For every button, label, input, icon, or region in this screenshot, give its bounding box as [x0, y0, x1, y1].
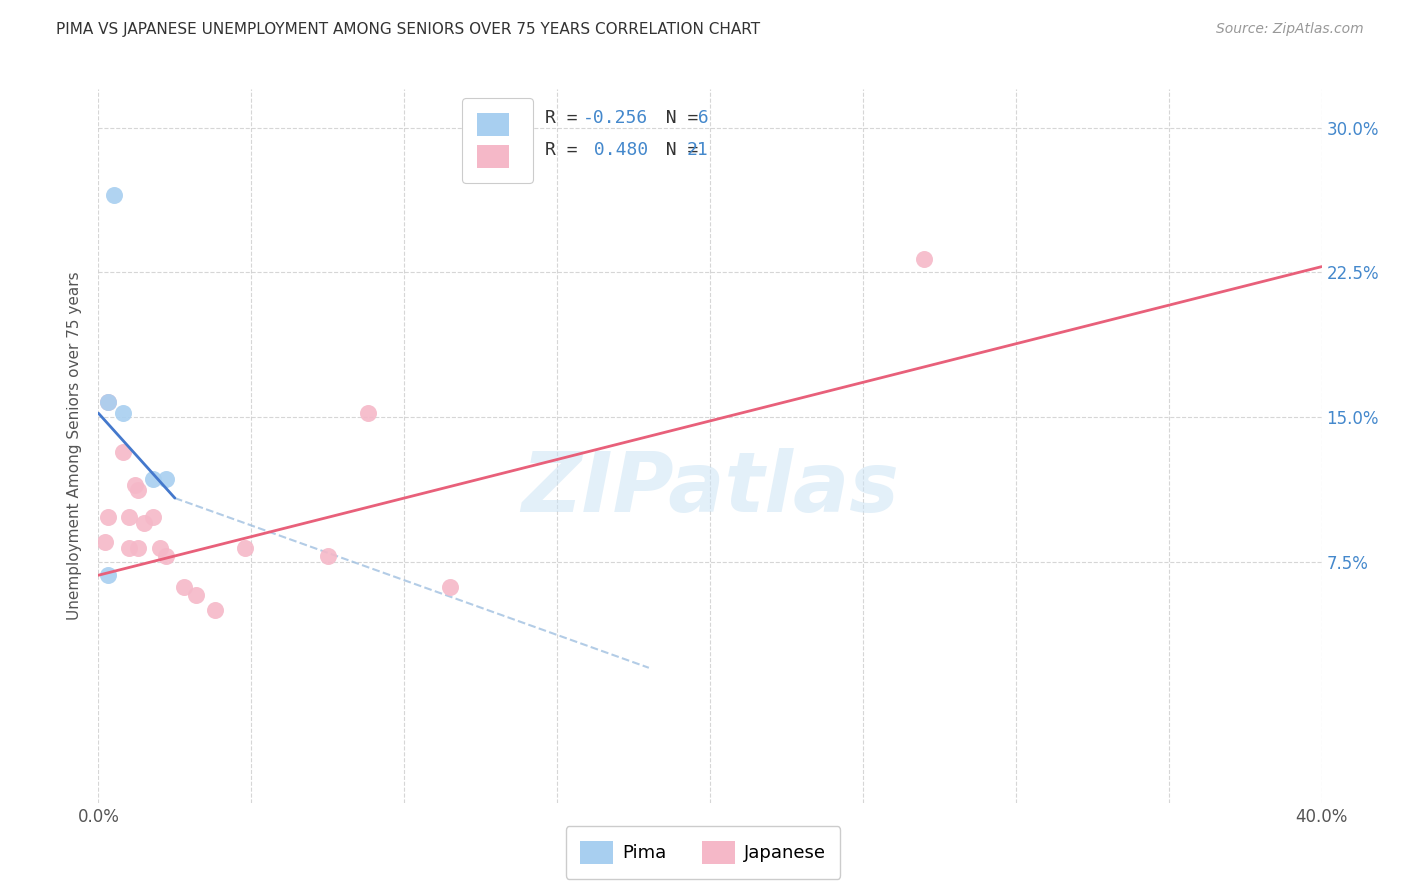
Point: [204, 603, 226, 617]
Point: [134, 516, 156, 530]
Point: [97, 394, 120, 409]
Legend: , : ,: [463, 98, 533, 183]
Point: [439, 580, 461, 594]
Point: [155, 472, 177, 486]
Text: 21: 21: [686, 141, 709, 159]
Text: ZIPatlas: ZIPatlas: [522, 449, 898, 529]
Point: [173, 580, 195, 594]
Point: [149, 541, 172, 556]
Point: [127, 483, 149, 498]
Point: [356, 406, 378, 420]
Text: PIMA VS JAPANESE UNEMPLOYMENT AMONG SENIORS OVER 75 YEARS CORRELATION CHART: PIMA VS JAPANESE UNEMPLOYMENT AMONG SENI…: [56, 22, 761, 37]
Text: R =: R =: [544, 141, 588, 159]
Point: [118, 510, 141, 524]
Text: 0.480: 0.480: [582, 141, 648, 159]
Point: [142, 472, 165, 486]
Text: Source: ZipAtlas.com: Source: ZipAtlas.com: [1216, 22, 1364, 37]
Point: [124, 477, 146, 491]
Point: [111, 406, 134, 420]
Point: [118, 541, 141, 556]
Point: [97, 394, 120, 409]
Point: [155, 549, 177, 563]
Point: [97, 510, 120, 524]
Y-axis label: Unemployment Among Seniors over 75 years: Unemployment Among Seniors over 75 years: [67, 272, 83, 620]
Text: R =: R =: [544, 109, 588, 127]
Point: [316, 549, 339, 563]
Point: [142, 510, 165, 524]
Text: 6: 6: [686, 109, 709, 127]
Point: [111, 444, 134, 458]
Point: [912, 252, 935, 266]
Point: [97, 568, 120, 582]
Point: [93, 535, 115, 549]
Text: N =: N =: [644, 141, 710, 159]
Text: -0.256: -0.256: [582, 109, 648, 127]
Point: [233, 541, 256, 556]
Legend: Pima, Japanese: Pima, Japanese: [565, 826, 841, 879]
Point: [103, 188, 125, 202]
Point: [127, 541, 149, 556]
Point: [186, 587, 208, 601]
Text: N =: N =: [644, 109, 710, 127]
